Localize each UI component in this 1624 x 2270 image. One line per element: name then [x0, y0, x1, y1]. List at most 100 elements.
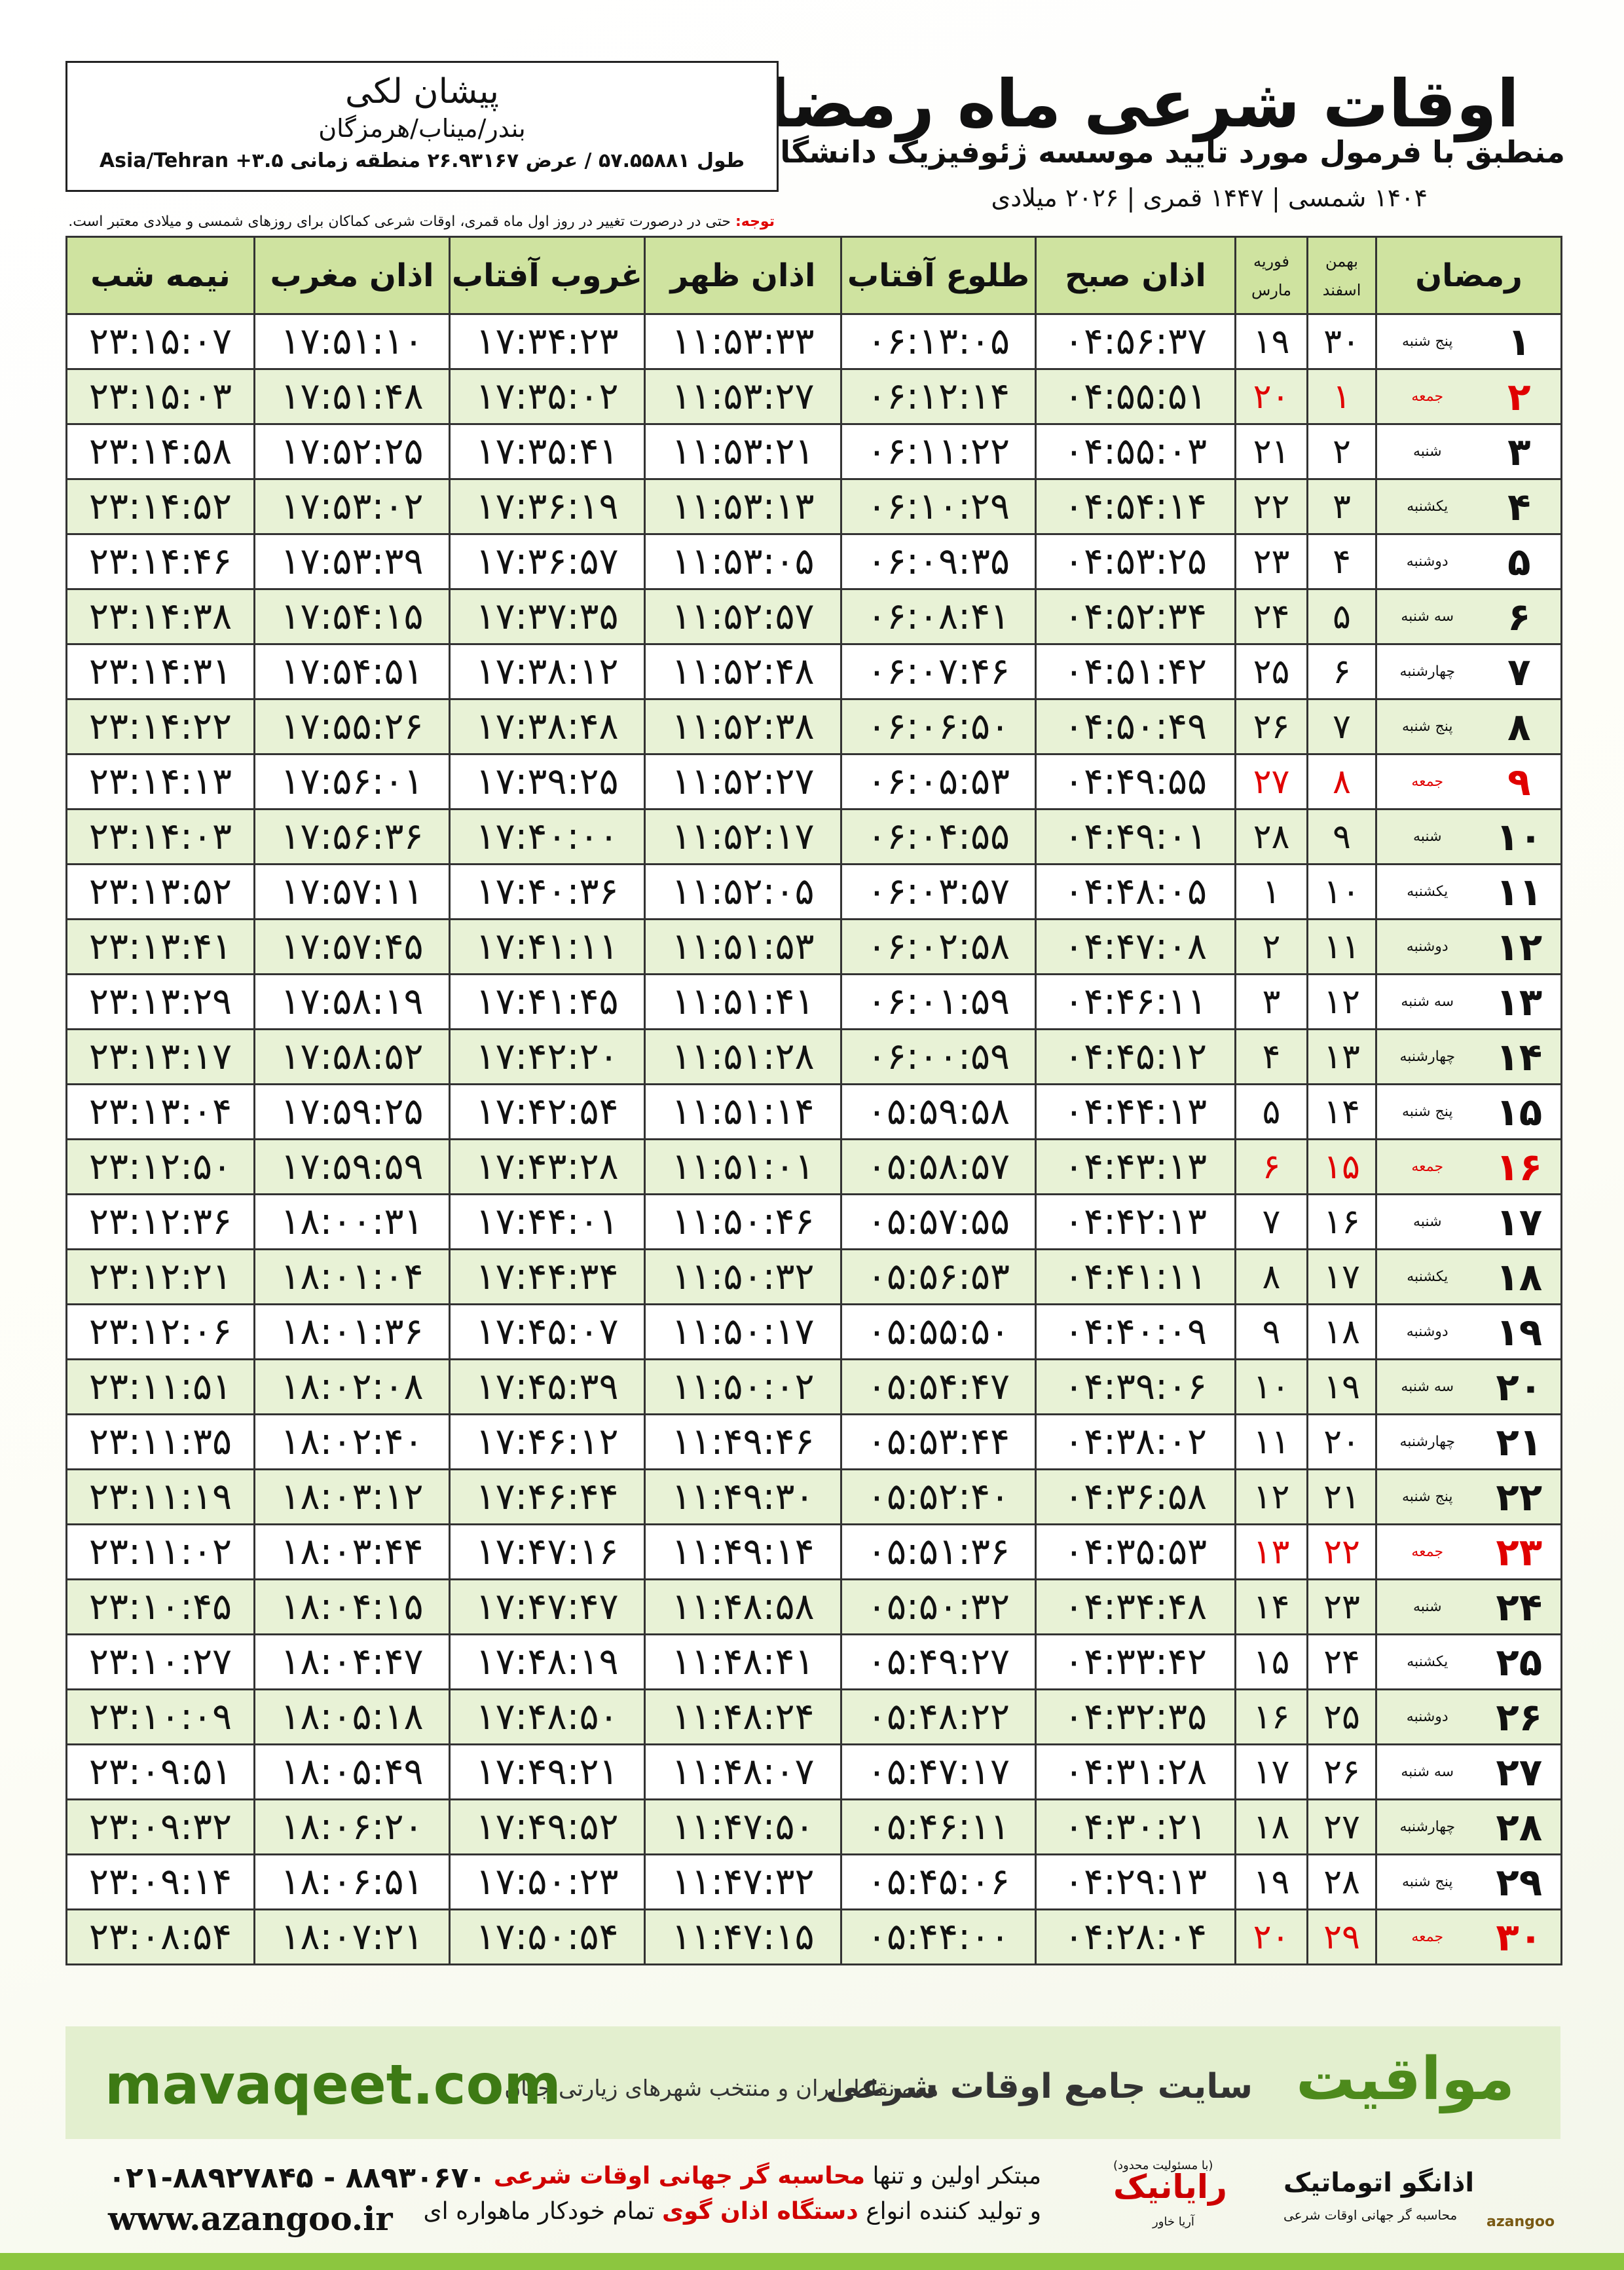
shamsi-day: ۱۴: [1306, 1083, 1377, 1140]
sunset: ۱۷:۳۸:۴۸: [449, 698, 646, 755]
dhuhr: ۱۱:۴۸:۲۴: [644, 1688, 842, 1745]
maghrib: ۱۸:۰۴:۱۵: [253, 1578, 451, 1635]
midnight: ۲۳:۱۰:۰۹: [65, 1688, 255, 1745]
weekday: یکشنبه: [1375, 478, 1478, 535]
ramadan-day: ۲: [1477, 368, 1563, 425]
maghrib: ۱۸:۰۳:۱۲: [253, 1468, 451, 1525]
ramadan-day: ۱۷: [1477, 1193, 1563, 1250]
logo-azangoo-latin: azangoo: [1486, 2214, 1555, 2230]
maghrib: ۱۷:۵۴:۱۵: [253, 588, 451, 645]
website[interactable]: www.azangoo.ir: [108, 2199, 393, 2238]
table-body: ۱ پنج شنبه ۳۰ ۱۹ ۰۴:۵۶:۳۷ ۰۶:۱۳:۰۵ ۱۱:۵۳:۳۳ ۱۷:…: [65, 313, 1563, 1965]
weekday: سه شنبه: [1375, 1358, 1478, 1415]
midnight: ۲۳:۰۹:۵۱: [65, 1743, 255, 1800]
ramadan-day: ۱۳: [1477, 973, 1563, 1030]
fajr: ۰۴:۳۰:۲۱: [1035, 1798, 1236, 1855]
weekday: شنبه: [1375, 1193, 1478, 1250]
sunrise: ۰۶:۰۷:۴۶: [840, 643, 1037, 700]
miladi-day: ۲۶: [1234, 698, 1308, 755]
table-row: ۵ دوشنبه ۴ ۲۳ ۰۴:۵۳:۲۵ ۰۶:۰۹:۳۵ ۱۱:۵۳:۰۵ ۱۷:۳۶:…: [65, 533, 1563, 590]
fajr: ۰۴:۴۳:۱۳: [1035, 1138, 1236, 1195]
shamsi-day: ۹: [1306, 808, 1377, 865]
ramadan-day: ۱۹: [1477, 1303, 1563, 1360]
fajr: ۰۴:۳۹:۰۶: [1035, 1358, 1236, 1415]
dhuhr: ۱۱:۵۰:۳۲: [644, 1248, 842, 1305]
sunrise: ۰۶:۰۰:۵۹: [840, 1028, 1037, 1085]
maghrib: ۱۸:۰۶:۲۰: [253, 1798, 451, 1855]
text: مبتکر اولین و تنها: [872, 2163, 1041, 2189]
shamsi-day: ۱۱: [1306, 918, 1377, 975]
shamsi-day: ۱۷: [1306, 1248, 1377, 1305]
dhuhr: ۱۱:۵۳:۰۵: [644, 533, 842, 590]
weekday: پنج شنبه: [1375, 1468, 1478, 1525]
miladi-day: ۳: [1234, 973, 1308, 1030]
fajr: ۰۴:۳۶:۵۸: [1035, 1468, 1236, 1525]
miladi-day: ۱۳: [1234, 1523, 1308, 1580]
shamsi-day: ۲۳: [1306, 1578, 1377, 1635]
ramadan-day: ۷: [1477, 643, 1563, 700]
sunrise: ۰۵:۵۶:۵۳: [840, 1248, 1037, 1305]
table-row: ۱ پنج شنبه ۳۰ ۱۹ ۰۴:۵۶:۳۷ ۰۶:۱۳:۰۵ ۱۱:۵۳:۳۳ ۱۷:…: [65, 313, 1563, 370]
sunrise: ۰۶:۱۱:۲۲: [840, 423, 1037, 480]
maghrib: ۱۷:۵۸:۵۲: [253, 1028, 451, 1085]
maghrib: ۱۸:۰۳:۴۴: [253, 1523, 451, 1580]
ramadan-day: ۳۰: [1477, 1908, 1563, 1965]
dhuhr: ۱۱:۴۷:۱۵: [644, 1908, 842, 1965]
table-row: ۴ یکشنبه ۳ ۲۲ ۰۴:۵۴:۱۴ ۰۶:۱۰:۲۹ ۱۱:۵۳:۱۳ ۱۷:۳۶:…: [65, 478, 1563, 535]
ramadan-day: ۱۴: [1477, 1028, 1563, 1085]
midnight: ۲۳:۱۴:۵۲: [65, 478, 255, 535]
sunrise: ۰۵:۵۲:۴۰: [840, 1468, 1037, 1525]
weekday: پنج شنبه: [1375, 1083, 1478, 1140]
location-box: پیشان لکی بندر/میناب/هرمزگان طول ۵۷.۵۵۸۸…: [65, 61, 779, 192]
miladi-day: ۱۰: [1234, 1358, 1308, 1415]
sunset: ۱۷:۵۰:۵۴: [449, 1908, 646, 1965]
maghrib: ۱۸:۰۰:۳۱: [253, 1193, 451, 1250]
fajr: ۰۴:۳۲:۳۵: [1035, 1688, 1236, 1745]
shamsi-day: ۷: [1306, 698, 1377, 755]
weekday: جمعه: [1375, 1138, 1478, 1195]
sunrise: ۰۵:۵۳:۴۴: [840, 1413, 1037, 1470]
shamsi-day: ۴: [1306, 533, 1377, 590]
sunset: ۱۷:۴۴:۰۱: [449, 1193, 646, 1250]
header-row: رمضان بهمن اسفند فوریه مارس اذان صبح طلوع آفتا…: [65, 236, 1563, 315]
fajr: ۰۴:۵۵:۵۱: [1035, 368, 1236, 425]
miladi-day: ۸: [1234, 1248, 1308, 1305]
fajr: ۰۴:۴۱:۱۱: [1035, 1248, 1236, 1305]
column-header-part: مارس: [1251, 280, 1292, 299]
shamsi-day: ۶: [1306, 643, 1377, 700]
midnight: ۲۳:۱۱:۵۱: [65, 1358, 255, 1415]
sunset: ۱۷:۴۸:۱۹: [449, 1633, 646, 1690]
banner: مواقیت سایت جامع اوقات شرعی همه نقاط ایر…: [65, 2026, 1560, 2139]
site[interactable]: mavaqeet.com: [105, 2053, 561, 2117]
miladi-day: ۲۲: [1234, 478, 1308, 535]
maghrib: ۱۸:۰۱:۳۶: [253, 1303, 451, 1360]
coverage: همه نقاط ایران و منتخب شهرهای زیارتی جها…: [504, 2075, 938, 2102]
sunrise: ۰۵:۵۱:۳۶: [840, 1523, 1037, 1580]
ramadan-day: ۱۶: [1477, 1138, 1563, 1195]
table-row: ۲۳ جمعه ۲۲ ۱۳ ۰۴:۳۵:۵۳ ۰۵:۵۱:۳۶ ۱۱:۴۹:۱۴ ۱۷:۴۷:…: [65, 1523, 1563, 1580]
weekday: دوشنبه: [1375, 533, 1478, 590]
maghrib: ۱۷:۵۶:۳۶: [253, 808, 451, 865]
dhuhr: ۱۱:۵۲:۰۵: [644, 863, 842, 920]
dhuhr: ۱۱:۴۹:۱۴: [644, 1523, 842, 1580]
fajr: ۰۴:۴۹:۰۱: [1035, 808, 1236, 865]
fajr: ۰۴:۴۴:۱۳: [1035, 1083, 1236, 1140]
dhuhr: ۱۱:۵۲:۴۸: [644, 643, 842, 700]
maghrib: ۱۷:۵۷:۴۵: [253, 918, 451, 975]
sunrise: ۰۵:۴۹:۲۷: [840, 1633, 1037, 1690]
sunset: ۱۷:۴۲:۲۰: [449, 1028, 646, 1085]
sunset: ۱۷:۴۶:۱۲: [449, 1413, 646, 1470]
dhuhr: ۱۱:۵۲:۳۸: [644, 698, 842, 755]
dhuhr: ۱۱:۵۰:۴۶: [644, 1193, 842, 1250]
ramadan-day: ۲۳: [1477, 1523, 1563, 1580]
column-header: اذان ظهر: [644, 236, 842, 315]
weekday: دوشنبه: [1375, 1688, 1478, 1745]
maghrib: ۱۷:۵۴:۵۱: [253, 643, 451, 700]
shamsi-day: ۱۶: [1306, 1193, 1377, 1250]
weekday: یکشنبه: [1375, 1633, 1478, 1690]
midnight: ۲۳:۱۱:۳۵: [65, 1413, 255, 1470]
logo-azangoo: اذانگو اتوماتیک: [1283, 2168, 1475, 2198]
weekday: پنج شنبه: [1375, 313, 1478, 370]
column-header-part: اسفند: [1322, 280, 1361, 299]
